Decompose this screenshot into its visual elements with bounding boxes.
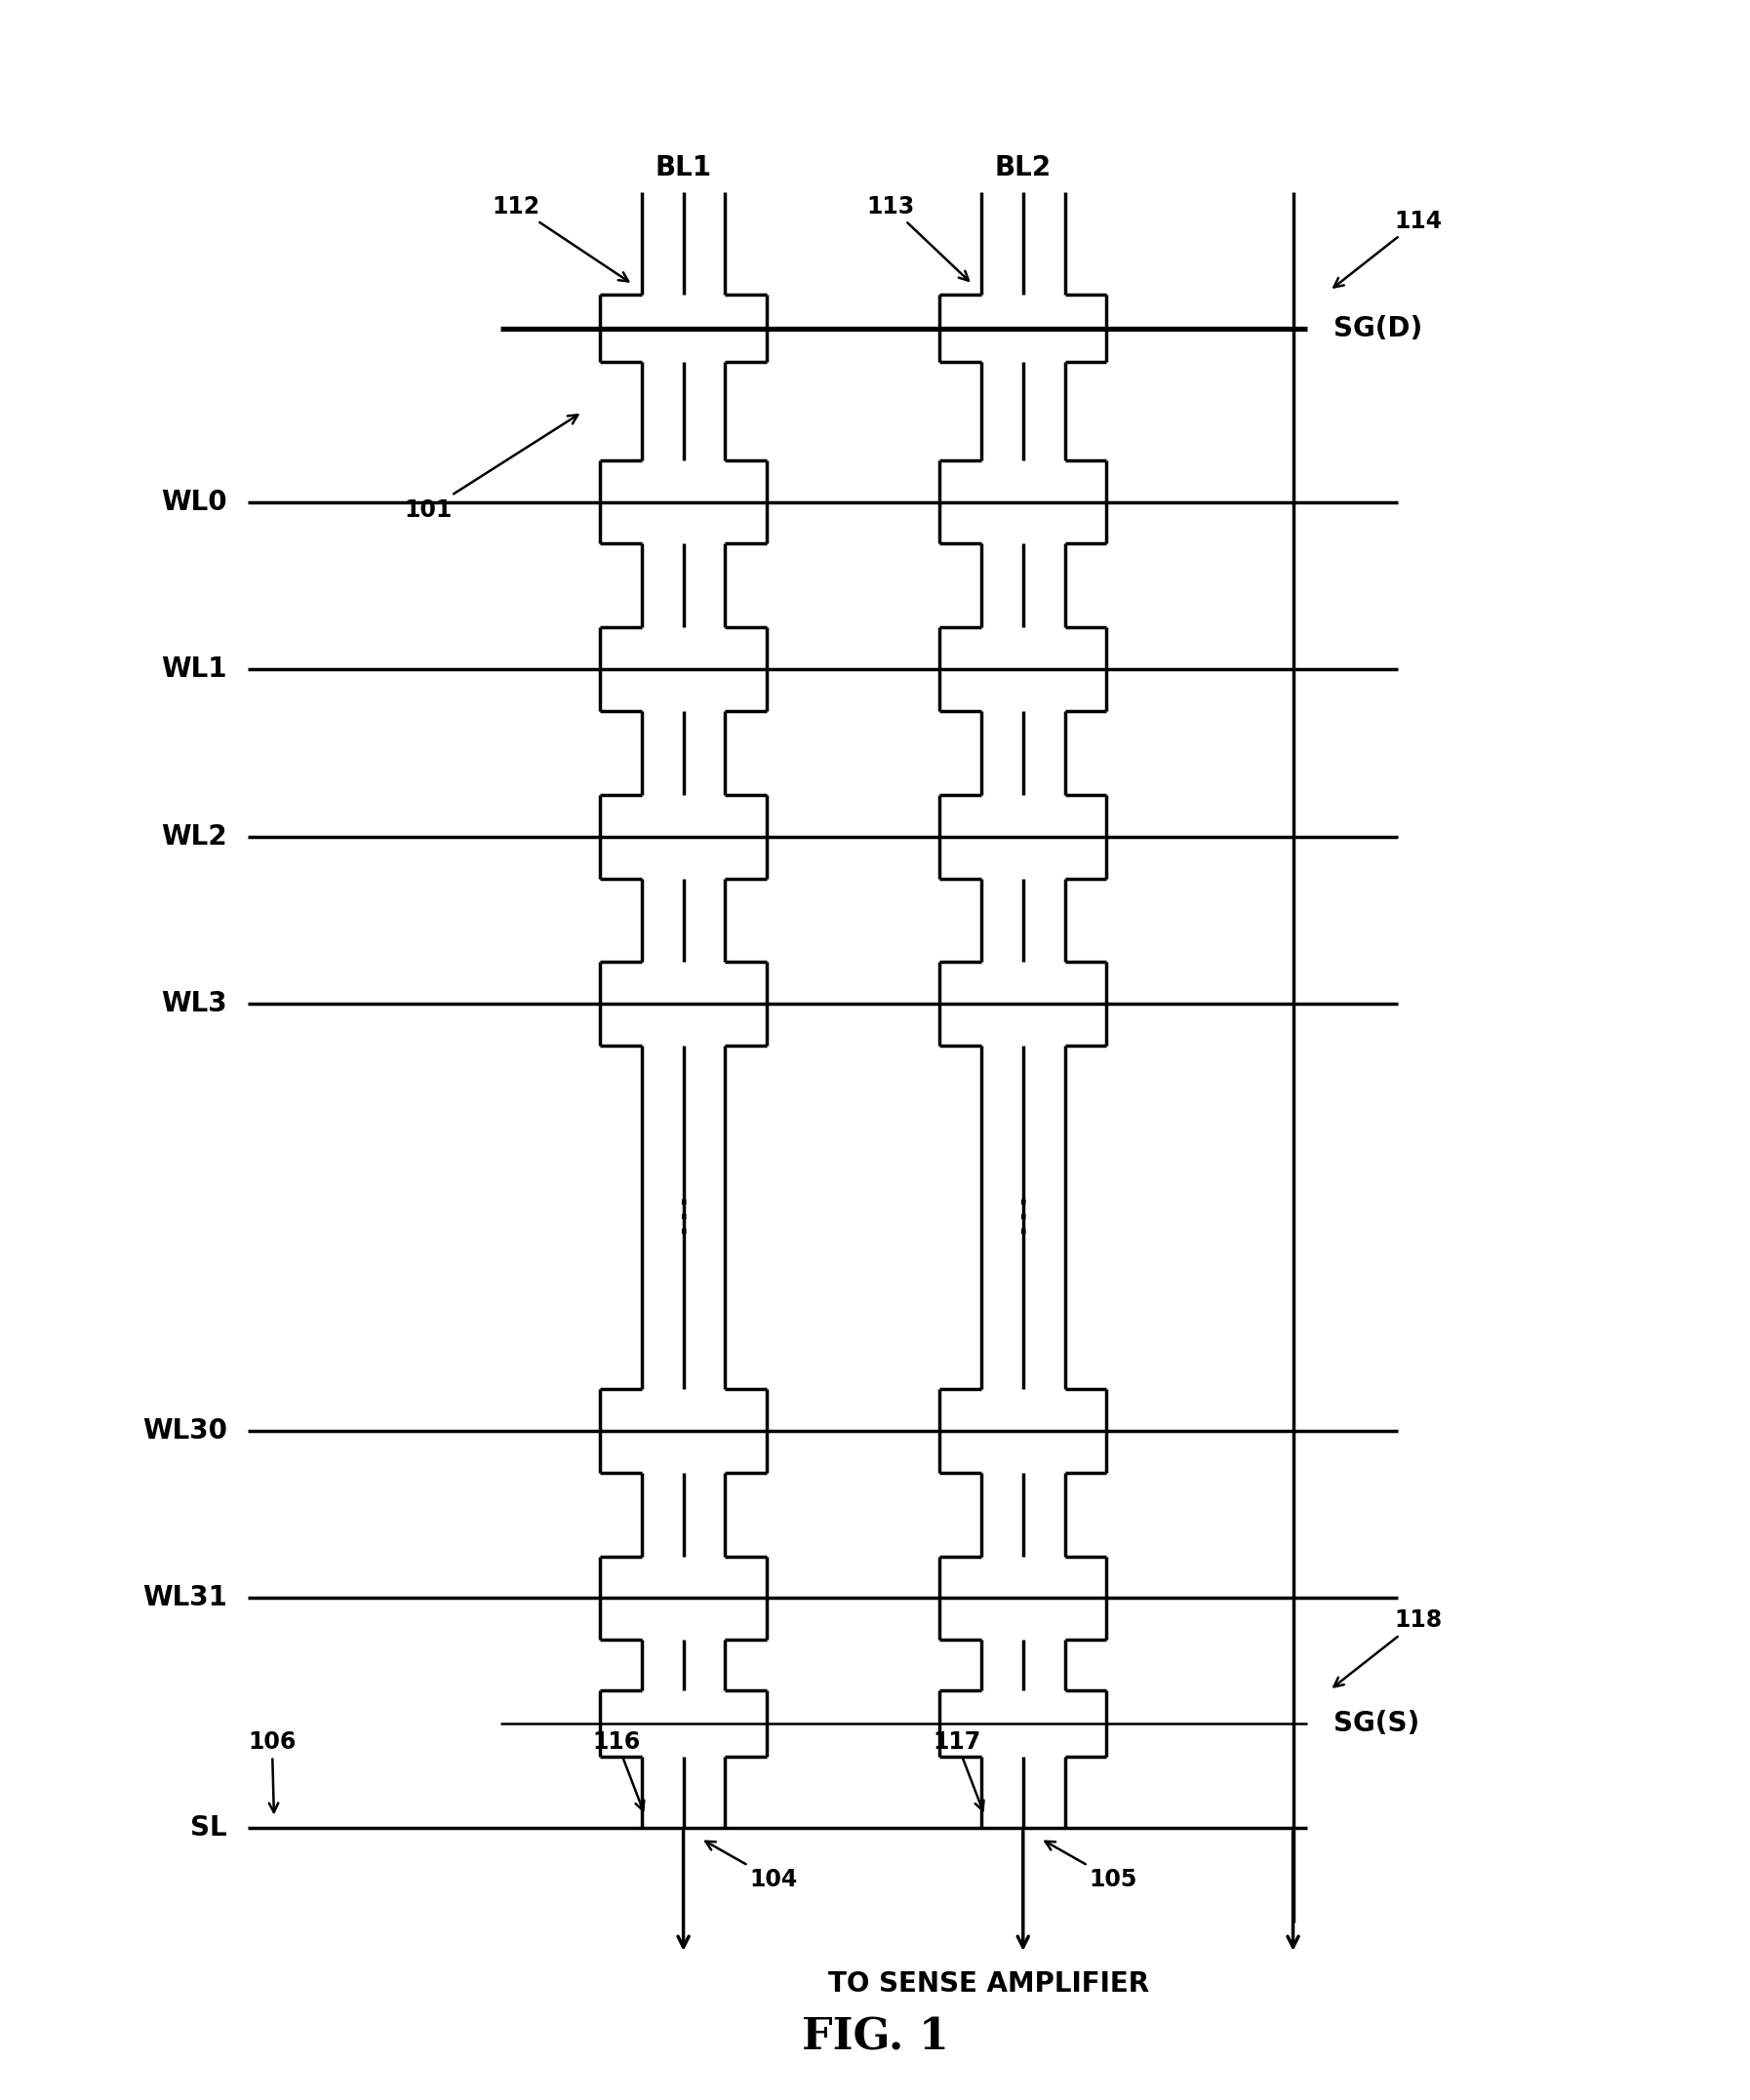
Text: SG(S): SG(S) xyxy=(1334,1709,1419,1737)
Text: BL1: BL1 xyxy=(654,155,712,183)
Text: SG(D): SG(D) xyxy=(1334,315,1423,342)
Text: TO SENSE AMPLIFIER: TO SENSE AMPLIFIER xyxy=(828,1970,1148,1997)
Text: 105: 105 xyxy=(1045,1842,1138,1892)
Text: 116: 116 xyxy=(593,1730,644,1810)
Text: 117: 117 xyxy=(933,1730,984,1810)
Text: 106: 106 xyxy=(248,1730,296,1812)
Text: SL: SL xyxy=(191,1814,228,1842)
Text: WL31: WL31 xyxy=(142,1583,228,1611)
Text: WL30: WL30 xyxy=(142,1418,228,1445)
Text: FIG. 1: FIG. 1 xyxy=(802,2016,949,2058)
Text: 113: 113 xyxy=(866,195,968,281)
Text: WL3: WL3 xyxy=(161,991,228,1018)
Text: 118: 118 xyxy=(1334,1609,1442,1686)
Text: WL0: WL0 xyxy=(161,489,228,517)
Text: ⋮: ⋮ xyxy=(662,1197,705,1239)
Text: WL1: WL1 xyxy=(161,655,228,683)
Text: 101: 101 xyxy=(404,416,578,521)
Text: ⋮: ⋮ xyxy=(1001,1197,1045,1239)
Text: 104: 104 xyxy=(705,1842,798,1892)
Text: WL2: WL2 xyxy=(161,823,228,851)
Text: BL2: BL2 xyxy=(994,155,1052,183)
Text: 114: 114 xyxy=(1334,210,1442,288)
Text: 112: 112 xyxy=(492,195,628,281)
